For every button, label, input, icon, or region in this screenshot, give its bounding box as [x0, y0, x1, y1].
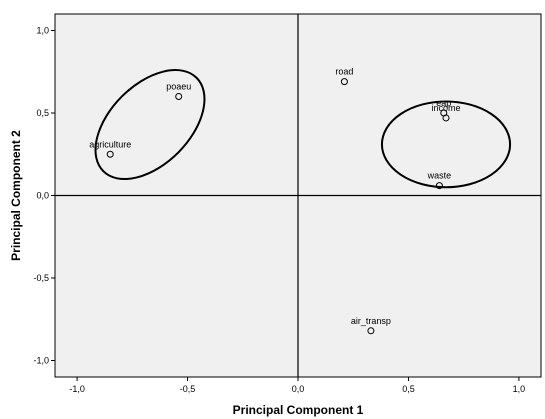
point-label-air_transp: air_transp	[351, 316, 391, 326]
grouping-ellipses	[94, 69, 512, 189]
point-income	[442, 114, 450, 122]
y-axis-ticks: -1,0 -0,5 0,0 0,5 1,0	[33, 26, 55, 366]
point-label-income: income	[432, 103, 461, 113]
x-tick-label: 0,5	[402, 384, 415, 394]
point-poaeu	[175, 93, 183, 100]
x-axis-title: Principal Component 1	[233, 403, 364, 417]
point-label-agriculture: agriculture	[89, 139, 131, 149]
x-tick-label: -1,0	[69, 384, 85, 394]
group-ellipse	[380, 100, 512, 189]
x-tick-label: -0,5	[180, 384, 196, 394]
y-tick-label: 0,5	[36, 108, 49, 118]
point-label-eap: eap	[436, 98, 451, 108]
point-road	[340, 78, 348, 86]
y-tick-label: -1,0	[33, 356, 49, 366]
point-label-poaeu: poaeu	[166, 82, 191, 92]
y-tick-label: 0,0	[36, 191, 49, 201]
y-tick-label: 1,0	[36, 26, 49, 36]
point-waste	[435, 182, 443, 190]
point-label-waste: waste	[427, 171, 452, 181]
y-axis-title: Principal Component 2	[9, 130, 23, 261]
y-tick-label: -0,5	[33, 273, 49, 283]
group-ellipse	[94, 69, 206, 181]
x-tick-label: 0,0	[292, 384, 305, 394]
point-label-road: road	[335, 67, 353, 77]
x-axis-ticks: -1,0 -0,5 0,0 0,5 1,0	[69, 377, 525, 394]
reference-lines	[55, 14, 541, 377]
point-air_transp	[367, 327, 375, 335]
x-tick-label: 1,0	[513, 384, 526, 394]
point-agriculture	[106, 150, 114, 158]
